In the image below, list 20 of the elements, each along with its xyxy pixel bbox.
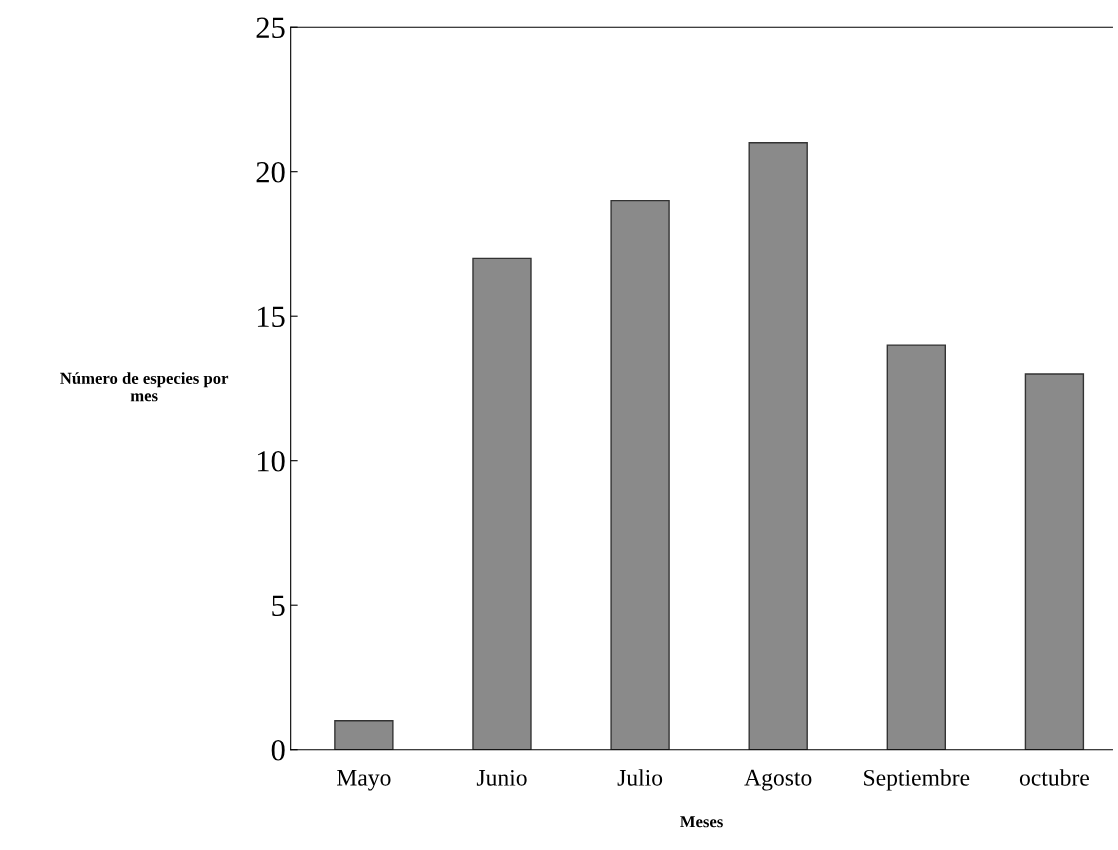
x-tick-label: Agosto [744,769,812,791]
y-axis-title: Número de especies por mes [60,372,229,402]
x-tick-label: Mayo [337,770,391,791]
y-tick-label: 5 [272,595,285,617]
bar [886,344,946,750]
x-axis-title: Meses [680,816,723,828]
bar [334,720,394,750]
bar [472,257,532,750]
bar [610,199,670,750]
y-tick-label: 15 [257,306,285,328]
x-tick-label: octubre [1019,769,1089,786]
x-tick-label: Julio [617,769,663,786]
y-tick-label: 0 [271,739,285,761]
x-tick-label: Junio [476,769,527,786]
bar [748,142,808,750]
x-tick-label: Septiembre [864,769,970,791]
y-tick-label: 25 [256,17,285,39]
bar [1024,373,1085,750]
y-tick-label: 10 [257,450,285,472]
y-tick-label: 20 [256,161,285,183]
